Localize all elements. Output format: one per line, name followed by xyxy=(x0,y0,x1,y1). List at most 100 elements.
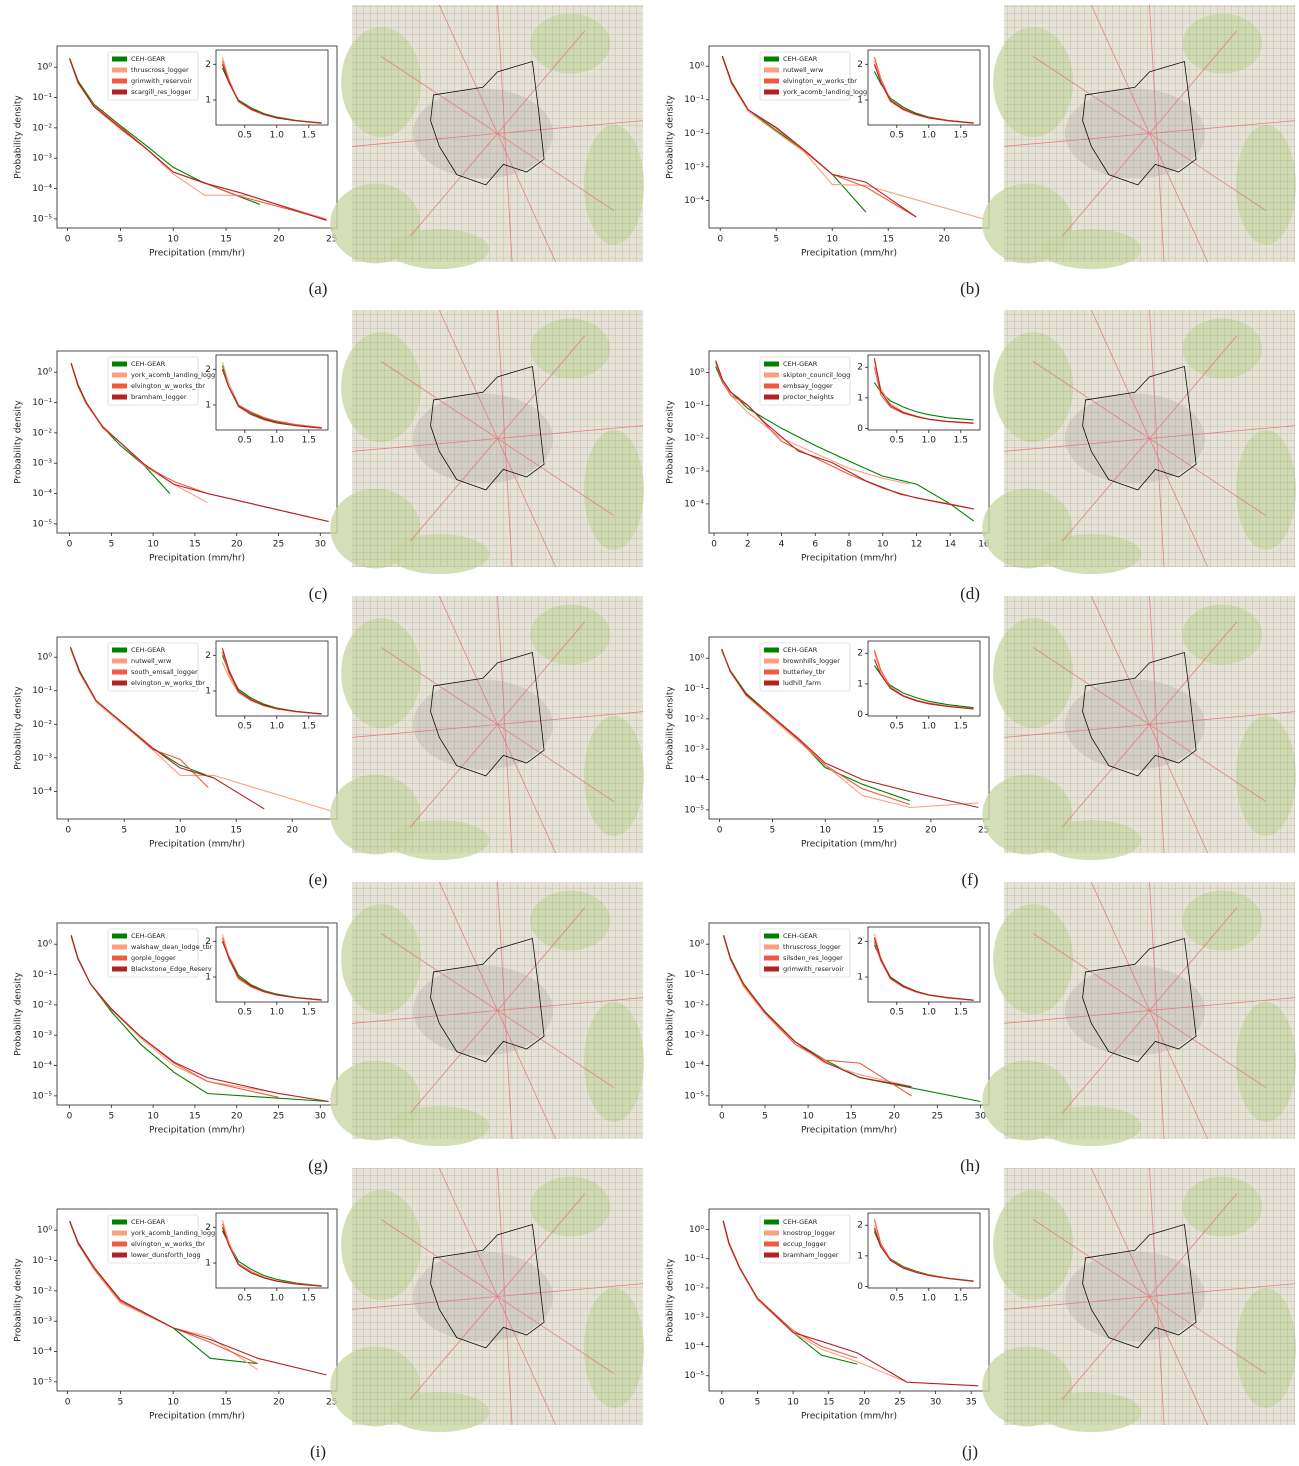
inset-y-tick-label: 1 xyxy=(857,973,863,983)
map-boundary xyxy=(430,652,545,777)
y-tick-label: 10⁻² xyxy=(684,129,704,139)
x-tick-label: 25 xyxy=(978,826,989,836)
series-line xyxy=(69,1220,327,1376)
series-line xyxy=(70,362,329,523)
legend-entry: nutwell_wrw xyxy=(783,66,824,74)
caption: (i) xyxy=(310,1442,326,1461)
legend-swatch xyxy=(112,394,127,400)
x-tick-label: 10 xyxy=(787,1398,799,1408)
legend-entry: elvington_w_works_tbr xyxy=(783,77,857,85)
inset-x-tick-label: 0.5 xyxy=(890,1008,904,1018)
inset-x-tick-label: 0.5 xyxy=(238,1008,252,1018)
map-boundary xyxy=(430,366,545,491)
series-line xyxy=(873,659,974,710)
y-tick-label: 10⁻⁴ xyxy=(684,775,704,785)
x-tick-label: 0 xyxy=(717,826,723,836)
legend-entry: Blackstone_Edge_Reserv xyxy=(131,965,212,973)
legend-entry: CEH-GEAR xyxy=(131,55,166,63)
legend-swatch xyxy=(764,680,779,686)
y-tick-label: 10⁰ xyxy=(37,940,52,950)
map xyxy=(330,309,644,575)
legend-entry: elvington_w_works_tbr xyxy=(131,1240,205,1248)
inset-y-tick-label: 2 xyxy=(857,1221,863,1231)
inset-frame xyxy=(867,354,981,431)
x-axis-label: Precipitation (mm/hr) xyxy=(149,840,245,850)
x-tick-label: 0 xyxy=(67,540,73,550)
inset-x-tick-label: 1.0 xyxy=(922,722,937,732)
x-axis-label: Precipitation (mm/hr) xyxy=(149,554,245,564)
x-tick-label: 20 xyxy=(938,235,950,245)
inset-frame xyxy=(867,926,981,1003)
inset-frame xyxy=(867,1212,981,1289)
legend-box xyxy=(759,642,851,692)
caption: (d) xyxy=(960,584,980,603)
legend-entry: south_emsall_logger xyxy=(131,668,198,676)
x-tick-label: 10 xyxy=(147,540,159,550)
y-axis-label: Probability density xyxy=(14,686,24,770)
legend-entry: york_acomb_landing_logg xyxy=(783,88,867,96)
inset-x-tick-label: 1.5 xyxy=(954,722,968,732)
caption: (b) xyxy=(960,279,980,298)
y-tick-label: 10⁰ xyxy=(689,368,704,378)
x-tick-label: 20 xyxy=(859,1398,871,1408)
legend-swatch xyxy=(764,1219,779,1225)
legend-swatch xyxy=(764,1241,779,1247)
legend-entry: butterley_tbr xyxy=(783,668,826,676)
legend-swatch xyxy=(112,1252,127,1258)
x-tick-label: 0 xyxy=(65,235,71,245)
inset-y-tick-label: 1 xyxy=(205,96,211,106)
legend-entry: york_acomb_landing_logg xyxy=(131,1229,215,1237)
series-line xyxy=(69,646,265,810)
legend-entry: elvington_w_works_tbr xyxy=(131,382,205,390)
map xyxy=(330,4,644,270)
inset-x-tick-label: 1.5 xyxy=(954,1008,968,1018)
legend-swatch xyxy=(112,361,127,367)
caption: (h) xyxy=(960,1156,980,1175)
legend-swatch xyxy=(764,89,779,95)
y-tick-label: 10⁻⁴ xyxy=(684,1061,704,1071)
y-tick-label: 10⁻² xyxy=(32,1000,52,1010)
x-tick-label: 25 xyxy=(273,1112,284,1122)
map-boundary xyxy=(1082,938,1197,1063)
series-line xyxy=(715,361,910,485)
inset-x-tick-label: 1.0 xyxy=(270,722,285,732)
legend-box xyxy=(759,356,851,406)
x-tick-label: 0 xyxy=(717,235,723,245)
legend-swatch xyxy=(764,647,779,653)
series-line xyxy=(721,648,979,809)
inset-y-tick-label: 1 xyxy=(857,679,863,689)
legend-swatch xyxy=(112,647,127,653)
y-tick-label: 10⁻¹ xyxy=(32,398,52,408)
series-line xyxy=(722,1220,979,1387)
y-tick-label: 10⁻³ xyxy=(32,154,52,164)
legend-entry: elvington_w_works_tbr xyxy=(131,679,205,687)
legend-entry: walshaw_dean_lodge_tbr xyxy=(131,943,213,951)
legend-swatch xyxy=(764,78,779,84)
legend-entry: proctor_heights xyxy=(783,393,834,401)
y-tick-label: 10⁰ xyxy=(689,654,704,664)
legend-entry: CEH-GEAR xyxy=(783,646,818,654)
y-tick-label: 10⁻¹ xyxy=(32,1256,52,1266)
series-line xyxy=(221,369,322,429)
inset-x-tick-label: 0.5 xyxy=(890,722,904,732)
inset-frame xyxy=(867,640,981,717)
y-tick-label: 10⁻³ xyxy=(32,1031,52,1041)
x-tick-label: 20 xyxy=(286,826,298,836)
y-tick-label: 10⁻¹ xyxy=(684,1254,704,1264)
legend-entry: brownhills_logger xyxy=(783,657,840,665)
legend-entry: nutwell_wrw xyxy=(131,657,172,665)
x-tick-label: 10 xyxy=(167,235,179,245)
x-tick-label: 35 xyxy=(965,1398,976,1408)
y-tick-label: 10⁻² xyxy=(32,428,52,438)
inset-y-tick-label: 1 xyxy=(205,401,211,411)
x-axis-label: Precipitation (mm/hr) xyxy=(801,1412,897,1422)
map-grid xyxy=(1004,310,1295,567)
inset-y-tick-label: 1 xyxy=(205,1259,211,1269)
map-grid xyxy=(352,596,643,853)
map xyxy=(982,595,1296,861)
inset-x-tick-label: 1.5 xyxy=(954,436,968,446)
x-tick-label: 20 xyxy=(231,1112,243,1122)
legend-swatch xyxy=(764,955,779,961)
inset-y-tick-label: 1 xyxy=(205,973,211,983)
